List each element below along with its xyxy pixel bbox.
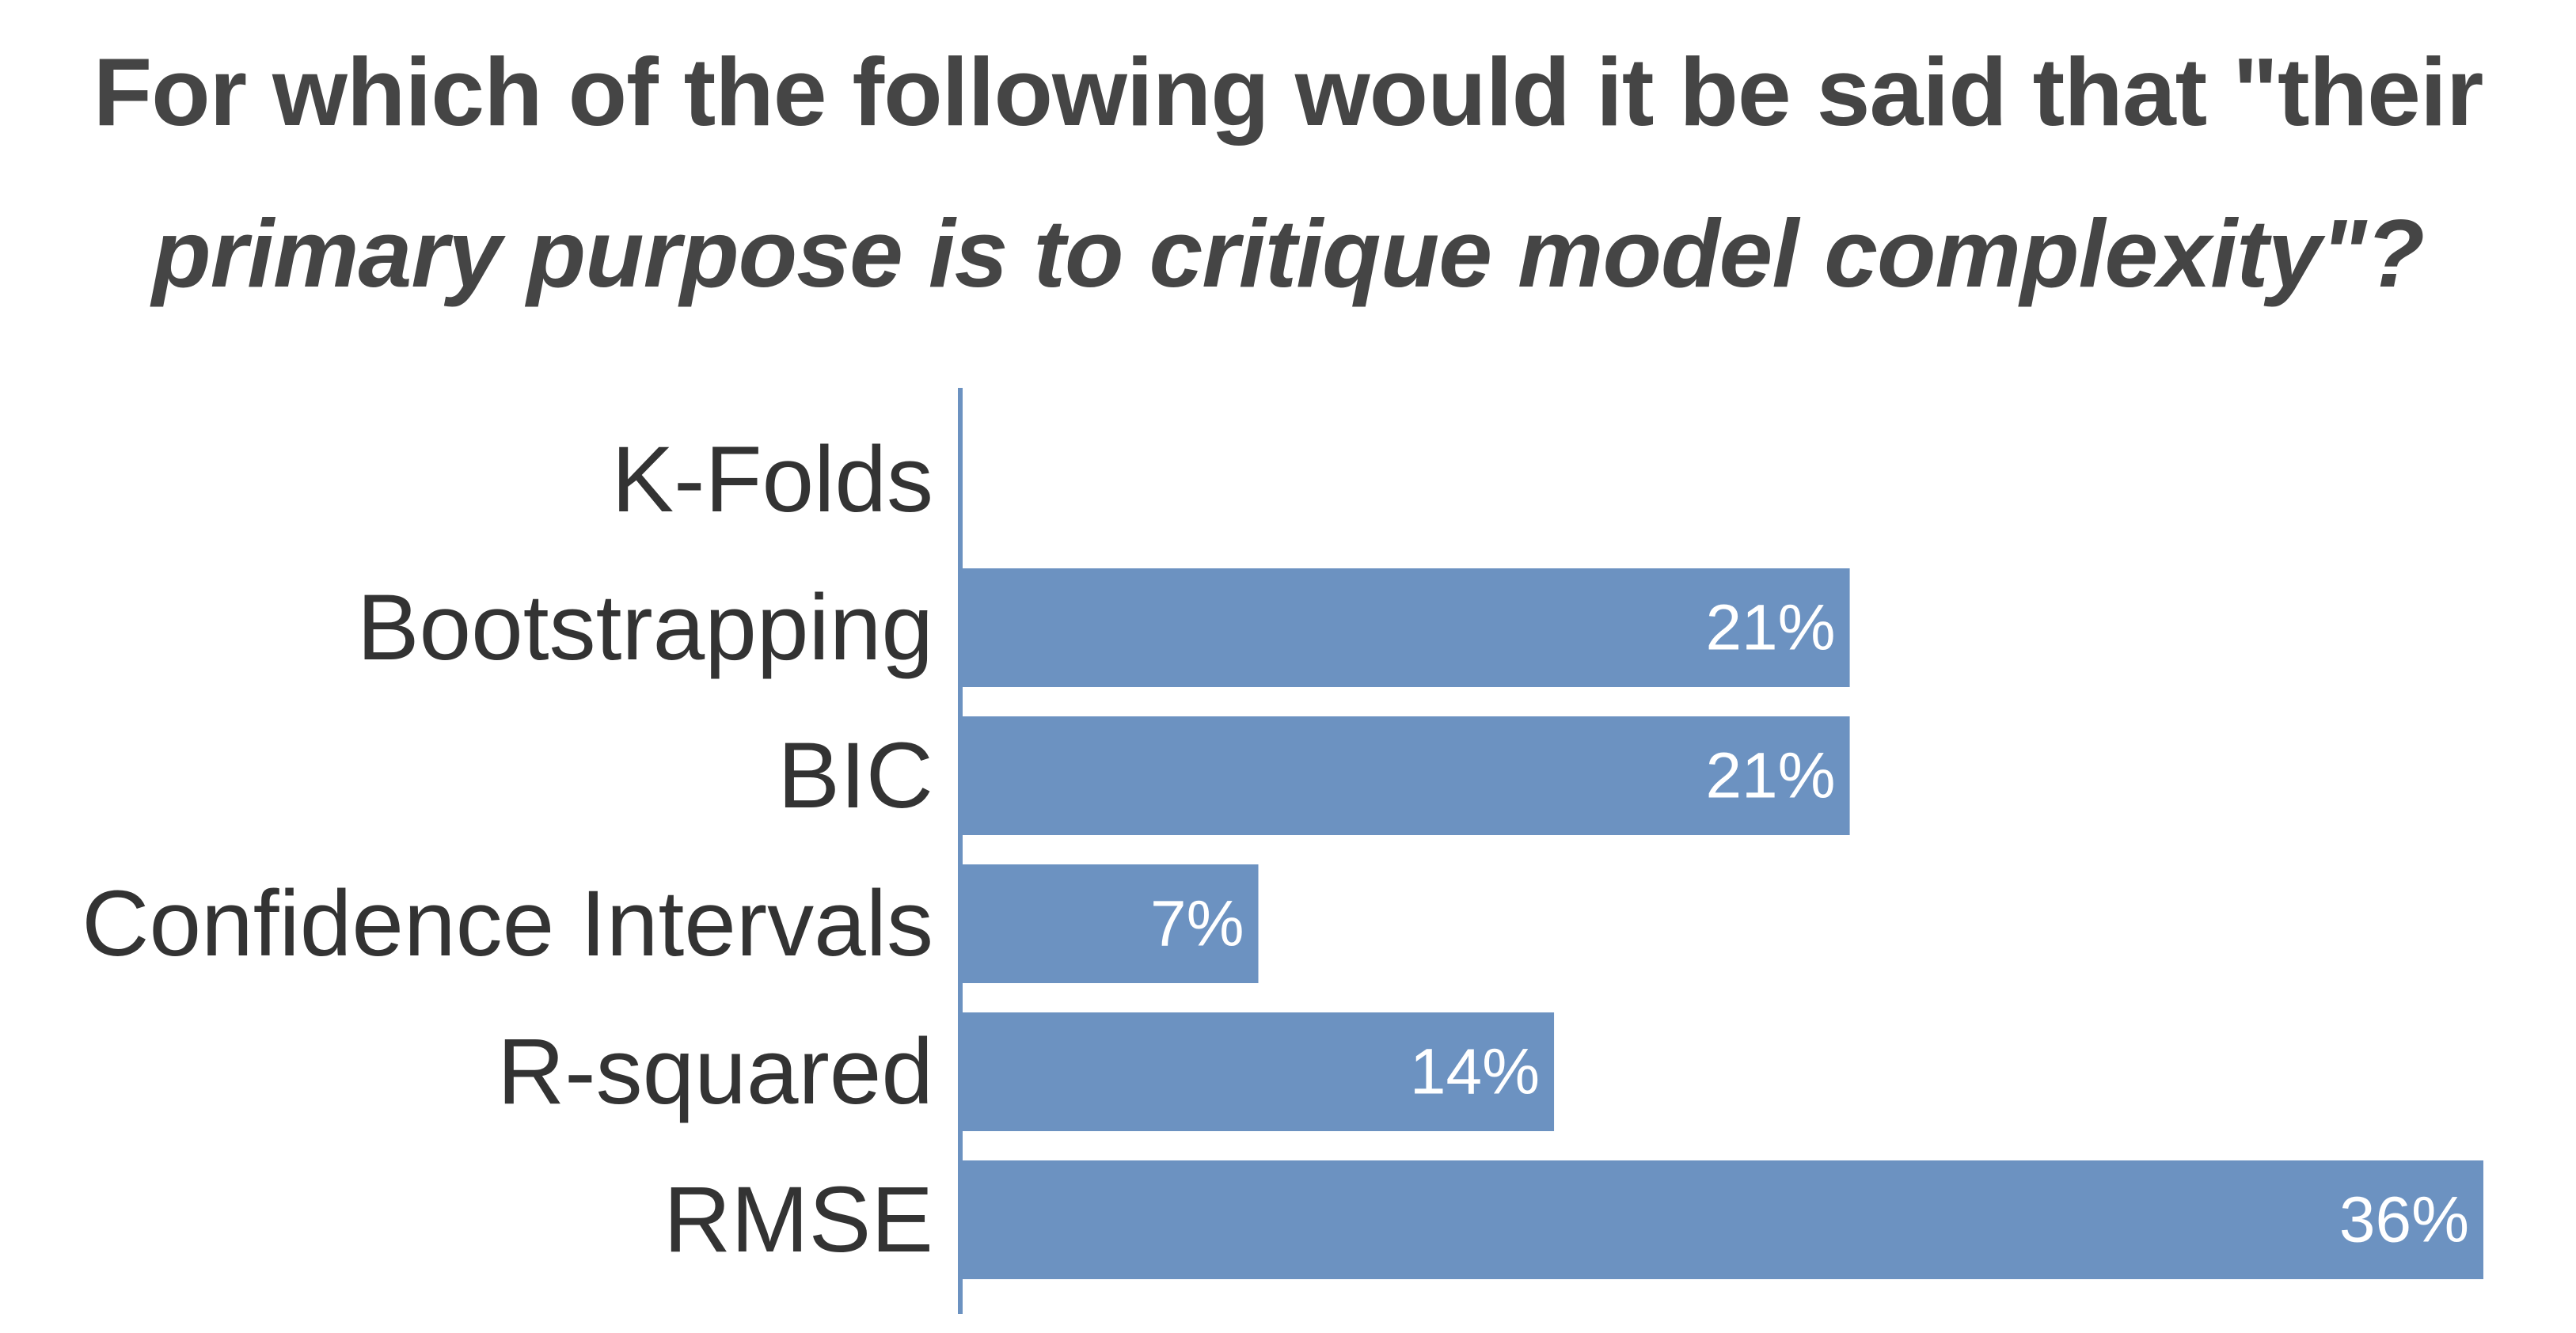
category-label: K-Folds bbox=[611, 427, 933, 532]
bar-r-squared bbox=[963, 1012, 1555, 1131]
data-label: 14% bbox=[1410, 1036, 1540, 1108]
bar-bic bbox=[963, 716, 1850, 835]
category-label: Bootstrapping bbox=[357, 575, 933, 680]
bar-bootstrapping bbox=[963, 568, 1850, 687]
data-label: 36% bbox=[2339, 1184, 2469, 1256]
data-label: 7% bbox=[1150, 888, 1244, 960]
data-label: 21% bbox=[1705, 592, 1835, 664]
category-label: R-squared bbox=[497, 1020, 933, 1124]
category-label: BIC bbox=[777, 723, 933, 828]
chart-title-line-2: primary purpose is to critique model com… bbox=[152, 199, 2425, 307]
bar-confidence-intervals bbox=[963, 864, 1259, 983]
chart-title: For which of the following would it be s… bbox=[0, 11, 2576, 334]
bar-rmse bbox=[963, 1160, 2483, 1279]
category-label: Confidence Intervals bbox=[82, 872, 933, 976]
data-label: 21% bbox=[1705, 740, 1835, 812]
category-label: RMSE bbox=[663, 1168, 933, 1272]
chart-title-line-1: For which of the following would it be s… bbox=[93, 38, 2484, 146]
